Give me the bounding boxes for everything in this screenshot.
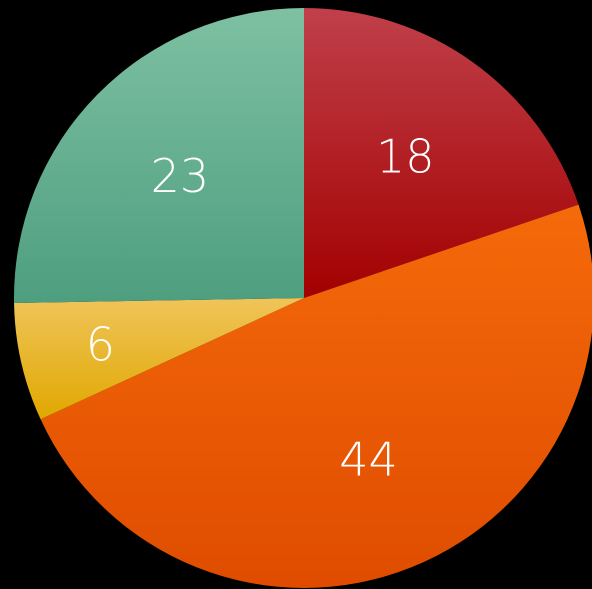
pie-label-23: 23 bbox=[151, 149, 210, 203]
pie-slice-44 bbox=[40, 204, 592, 588]
pie-slices bbox=[13, 8, 592, 588]
pie-slice-18 bbox=[304, 8, 579, 298]
pie-label-44: 44 bbox=[339, 433, 398, 487]
pie-label-6: 6 bbox=[86, 318, 115, 372]
pie-slice-6 bbox=[14, 298, 304, 420]
pie-labels: 18 44 6 23 bbox=[86, 130, 435, 487]
pie-label-18: 18 bbox=[376, 130, 435, 184]
pie-slice-23 bbox=[13, 8, 304, 304]
